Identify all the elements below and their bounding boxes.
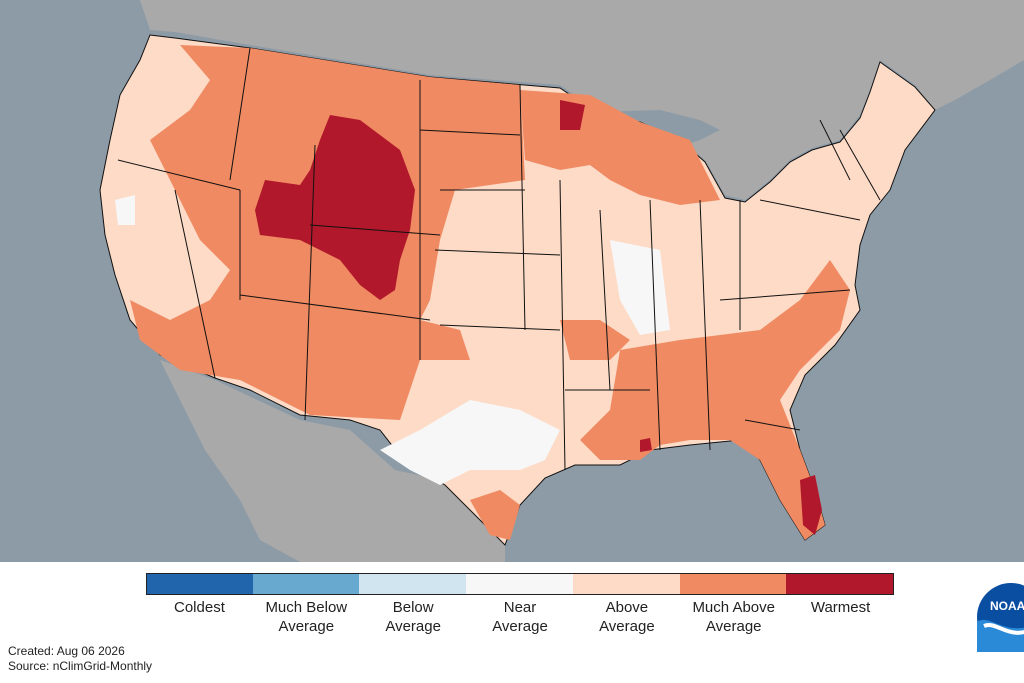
legend-bar (146, 573, 894, 595)
region-warmest-minnesota (560, 100, 585, 130)
region-near-average-texas (380, 400, 560, 485)
legend-swatch-3 (466, 574, 573, 594)
data-source: Source: nClimGrid-Monthly (8, 659, 153, 673)
legend-swatch-5 (679, 574, 787, 594)
footer: Created: Aug 06 2026 Source: nClimGrid-M… (8, 644, 152, 674)
legend-label-5: Much Above Average (692, 599, 775, 635)
legend-label-2: Below Average (385, 599, 441, 635)
logo-text: NOAA (990, 599, 1024, 613)
region-near-average-missouri (610, 240, 670, 335)
legend-swatch-1 (252, 574, 360, 594)
region-warmest-small (640, 438, 652, 452)
region-warmest-wyoming-utah-colorado (255, 115, 415, 300)
legend-swatch-2 (359, 574, 467, 594)
legend-swatch-0 (147, 574, 253, 594)
region-much-above-texas-coast (470, 490, 520, 540)
legend-swatch-6 (786, 574, 894, 594)
legend-label-1: Much Below Average (265, 599, 348, 635)
canada-land (0, 0, 1024, 200)
region-much-above-southeast (580, 260, 850, 540)
state-borders (117, 47, 881, 471)
region-near-average-california (115, 195, 135, 225)
legend-label-4: Above Average (599, 599, 655, 635)
temperature-map (0, 0, 1024, 562)
region-warmest-florida (800, 475, 822, 535)
legend-label-6: Warmest (810, 599, 871, 616)
legend-label-0: Coldest (174, 599, 225, 616)
legend-swatch-4 (572, 574, 680, 594)
mexico-land (160, 360, 505, 562)
created-date: Created: Aug 06 2026 (8, 644, 125, 658)
legend-labels: Coldest Much Below Average Below Average Ne… (146, 598, 894, 636)
legend-label-3: Near Average (492, 599, 548, 635)
noaa-logo: NOAA (977, 583, 1024, 652)
region-much-above-arkansas (560, 320, 630, 360)
